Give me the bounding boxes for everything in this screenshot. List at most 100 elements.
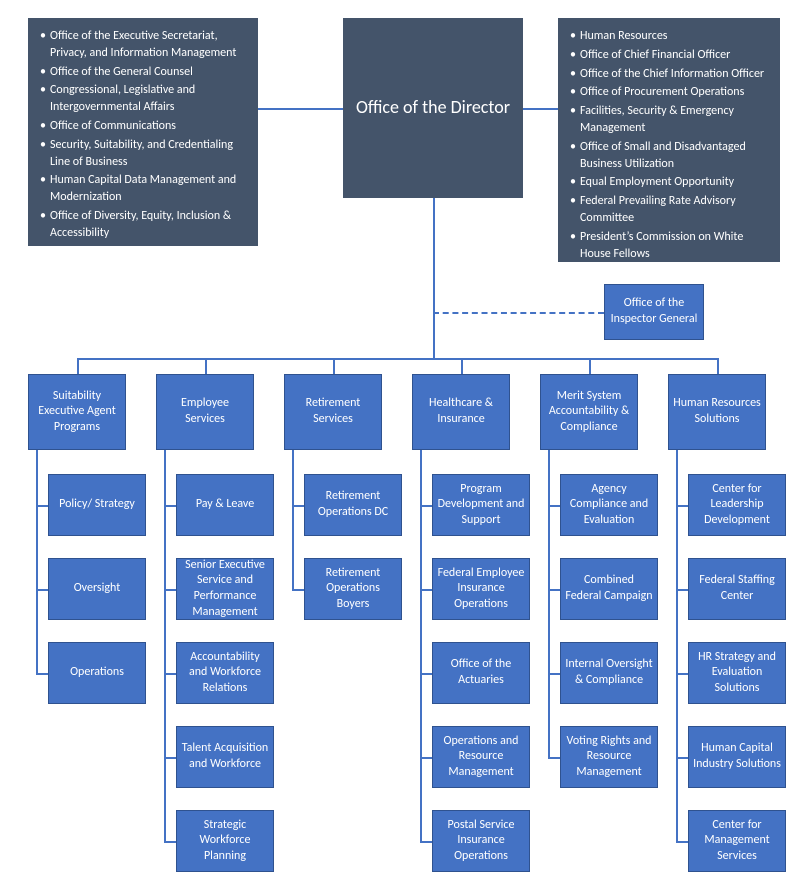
- connector-line: [420, 841, 432, 843]
- connector-line: [676, 673, 688, 675]
- sub-box: Retirement Operations DC: [304, 474, 402, 536]
- division-box: Retirement Services: [284, 374, 382, 450]
- sub-box: Agency Compliance and Evaluation: [560, 474, 658, 536]
- connector-line: [717, 358, 719, 374]
- connector-line: [164, 841, 176, 843]
- sub-label: Agency Compliance and Evaluation: [565, 482, 653, 529]
- division-box: Employee Services: [156, 374, 254, 450]
- sub-label: HR Strategy and Evaluation Solutions: [693, 650, 781, 697]
- division-label: Human Resources Solutions: [673, 396, 761, 427]
- connector-line: [676, 841, 688, 843]
- connector-line: [548, 673, 560, 675]
- division-label: Employee Services: [161, 396, 249, 427]
- sub-label: Federal Employee Insurance Operations: [437, 566, 525, 613]
- sub-box: Operations: [48, 642, 146, 704]
- right-list-item: Office of Chief Financial Officer: [570, 47, 768, 64]
- sub-box: Pay & Leave: [176, 474, 274, 536]
- connector-line: [433, 198, 435, 358]
- sub-label: Operations: [70, 665, 124, 681]
- sub-box: Center for Leadership Development: [688, 474, 786, 536]
- division-box: Suitability Executive Agent Programs: [28, 374, 126, 450]
- connector-line: [164, 450, 166, 841]
- sub-box: Postal Service Insurance Operations: [432, 810, 530, 872]
- sub-label: Human Capital Industry Solutions: [693, 741, 781, 772]
- sub-box: Operations and Resource Management: [432, 726, 530, 788]
- sub-label: Retirement Operations Boyers: [309, 566, 397, 613]
- sub-label: Program Development and Support: [437, 482, 525, 529]
- sub-label: Talent Acquisition and Workforce: [181, 741, 269, 772]
- sub-box: Human Capital Industry Solutions: [688, 726, 786, 788]
- connector-line: [548, 450, 550, 757]
- connector-line: [420, 450, 422, 841]
- inspector-label: Office of the Inspector General: [609, 296, 699, 327]
- right-list-item: Office of Procurement Operations: [570, 84, 768, 101]
- sub-label: Senior Executive Service and Performance…: [181, 558, 269, 620]
- sub-label: Center for Leadership Development: [693, 482, 781, 529]
- left-list-item: Office of the General Counsel: [40, 64, 246, 81]
- connector-line: [548, 757, 560, 759]
- connector-line: [36, 673, 48, 675]
- sub-label: Internal Oversight & Compliance: [565, 657, 653, 688]
- division-label: Suitability Executive Agent Programs: [33, 389, 121, 436]
- sub-label: Office of the Actuaries: [437, 657, 525, 688]
- sub-box: Federal Employee Insurance Operations: [432, 558, 530, 620]
- sub-box: Federal Staffing Center: [688, 558, 786, 620]
- connector-line: [548, 589, 560, 591]
- right-list-item: President’s Commission on White House Fe…: [570, 229, 768, 263]
- division-label: Retirement Services: [289, 396, 377, 427]
- connector-line: [589, 358, 591, 374]
- right-list-item: Federal Prevailing Rate Advisory Committ…: [570, 193, 768, 227]
- sub-box: Internal Oversight & Compliance: [560, 642, 658, 704]
- connector-bus: [77, 358, 717, 360]
- division-box: Healthcare & Insurance: [412, 374, 510, 450]
- connector-line: [77, 358, 79, 374]
- sub-box: Accountability and Workforce Relations: [176, 642, 274, 704]
- director-box: Office of the Director: [343, 18, 523, 198]
- left-list-item: Office of Communications: [40, 118, 246, 135]
- connector-line: [164, 589, 176, 591]
- sub-box: Talent Acquisition and Workforce: [176, 726, 274, 788]
- division-box: Merit System Accountability & Compliance: [540, 374, 638, 450]
- right-list-item: Facilities, Security & Emergency Managem…: [570, 103, 768, 137]
- left-offices-list: Office of the Executive Secretariat, Pri…: [28, 18, 258, 246]
- sub-box: Retirement Operations Boyers: [304, 558, 402, 620]
- right-list-item: Human Resources: [570, 28, 768, 45]
- connector-line: [676, 757, 688, 759]
- sub-label: Postal Service Insurance Operations: [437, 818, 525, 865]
- connector-line: [36, 505, 48, 507]
- sub-label: Oversight: [74, 581, 121, 597]
- connector-line: [292, 450, 294, 589]
- sub-box: Oversight: [48, 558, 146, 620]
- sub-label: Operations and Resource Management: [437, 734, 525, 781]
- sub-box: Strategic Workforce Planning: [176, 810, 274, 872]
- right-list-item: Office of Small and Disadvantaged Busine…: [570, 139, 768, 173]
- sub-label: Retirement Operations DC: [309, 489, 397, 520]
- sub-box: HR Strategy and Evaluation Solutions: [688, 642, 786, 704]
- inspector-general-box: Office of the Inspector General: [604, 284, 704, 340]
- connector-line: [676, 450, 678, 841]
- connector-line: [164, 757, 176, 759]
- connector-dashed: [433, 312, 604, 314]
- connector-line: [292, 589, 304, 591]
- connector-line: [258, 108, 343, 110]
- sub-box: Senior Executive Service and Performance…: [176, 558, 274, 620]
- sub-box: Policy/ Strategy: [48, 474, 146, 536]
- left-list-item: Congressional, Legislative and Intergove…: [40, 82, 246, 116]
- connector-line: [420, 589, 432, 591]
- connector-line: [36, 589, 48, 591]
- sub-label: Federal Staffing Center: [693, 573, 781, 604]
- connector-line: [420, 757, 432, 759]
- connector-line: [205, 358, 207, 374]
- connector-line: [523, 108, 558, 110]
- division-label: Healthcare & Insurance: [417, 396, 505, 427]
- connector-line: [461, 358, 463, 374]
- connector-line: [164, 505, 176, 507]
- connector-line: [420, 673, 432, 675]
- left-list-item: Office of Diversity, Equity, Inclusion &…: [40, 208, 246, 242]
- sub-box: Voting Rights and Resource Management: [560, 726, 658, 788]
- sub-label: Strategic Workforce Planning: [181, 818, 269, 865]
- right-list-item: Office of the Chief Information Officer: [570, 66, 768, 83]
- left-list-item: Human Capital Data Management and Modern…: [40, 172, 246, 206]
- left-list-item: Security, Suitability, and Credentialing…: [40, 137, 246, 171]
- sub-label: Center for Management Services: [693, 818, 781, 865]
